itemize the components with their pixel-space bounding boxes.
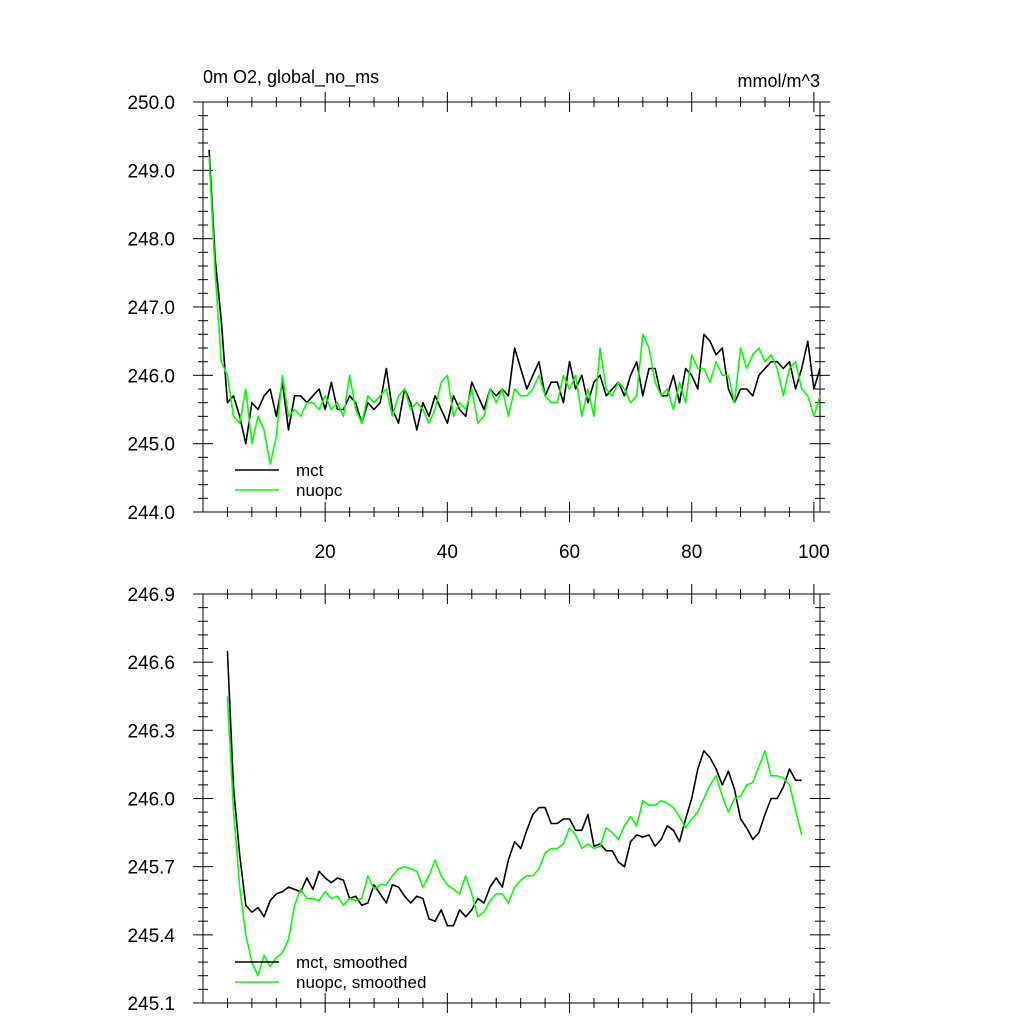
legend-label-0: mct, smoothed <box>296 953 408 972</box>
y-tick-label: 246.3 <box>127 721 175 742</box>
y-tick-label: 245.1 <box>127 994 175 1015</box>
y-tick-labels: 245.1 245.4 245.7 246.0 246.3 246.6 246.9 <box>127 585 175 1015</box>
y-tick-label: 250.0 <box>127 93 175 114</box>
y-tick-labels: 244.0 245.0 246.0 247.0 248.0 249.0 250.0 <box>127 93 175 524</box>
x-tick-labels: 20 40 60 80 100 <box>315 542 830 563</box>
axis-ticks <box>193 584 830 1013</box>
y-tick-label: 245.7 <box>127 858 175 879</box>
x-tick-label: 80 <box>681 542 702 563</box>
units-label: mmol/m^3 <box>738 71 820 91</box>
y-tick-label: 246.0 <box>127 366 175 387</box>
legend-label-0: mct <box>296 461 324 480</box>
top-line-panel: 0m O2, global_no_ms mmol/m^3 244.0245.02… <box>127 67 830 563</box>
series-lines <box>226 650 803 977</box>
series-lines <box>208 149 821 466</box>
y-tick-label: 245.4 <box>127 926 175 947</box>
series-line-0 <box>208 149 821 445</box>
series-line-1 <box>226 696 803 977</box>
plot-frame <box>202 101 821 513</box>
y-tick-label: 244.0 <box>127 503 175 524</box>
series-line-0 <box>226 650 802 927</box>
x-tick-label: 40 <box>437 542 458 563</box>
x-tick-label: 100 <box>798 542 830 563</box>
x-tick-label: 60 <box>559 542 580 563</box>
y-tick-label: 246.6 <box>127 653 175 674</box>
x-tick-label: 20 <box>315 542 336 563</box>
y-tick-label: 247.0 <box>127 298 175 319</box>
legend-label-1: nuopc, smoothed <box>296 973 426 992</box>
plot-frame <box>202 593 821 1004</box>
axis-ticks <box>193 92 830 522</box>
bottom-smoothed-panel: 245.1 245.4 245.7 246.0 246.3 246.6 246.9 mct,… <box>127 584 830 1015</box>
y-tick-label: 246.9 <box>127 585 175 606</box>
legend-label-1: nuopc <box>296 481 343 500</box>
series-line-1 <box>208 156 821 466</box>
y-tick-label: 245.0 <box>127 435 175 456</box>
y-tick-label: 248.0 <box>127 230 175 251</box>
y-tick-label: 246.0 <box>127 790 175 811</box>
y-tick-label: 249.0 <box>127 161 175 182</box>
chart-title: 0m O2, global_no_ms <box>203 67 379 88</box>
